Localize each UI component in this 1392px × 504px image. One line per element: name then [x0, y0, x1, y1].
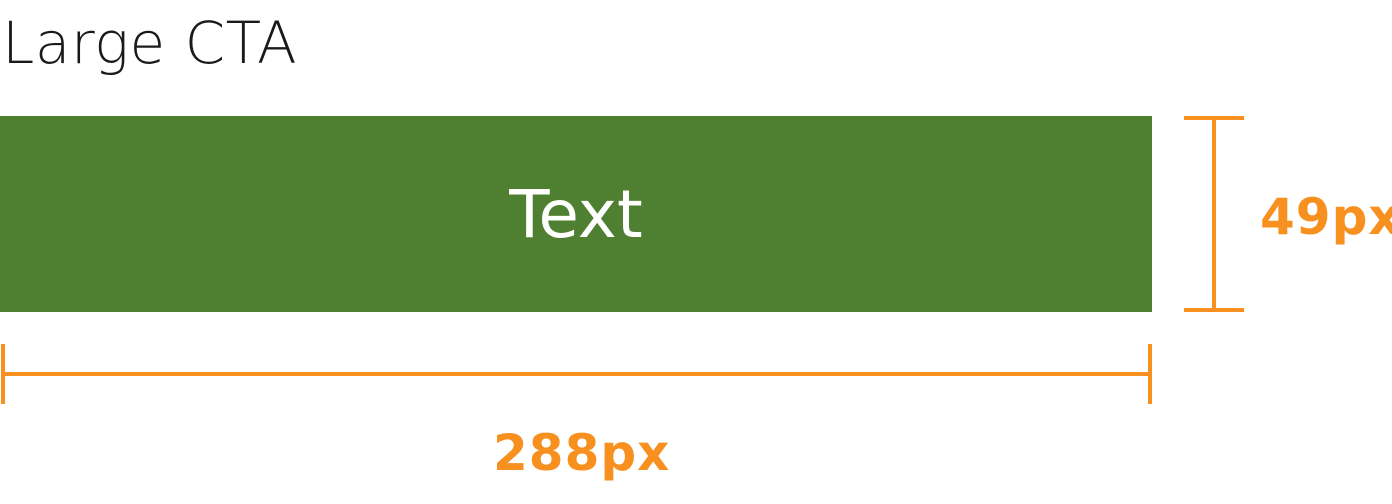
- width-dimension-label: 288px: [493, 424, 671, 482]
- large-cta-button[interactable]: Text: [0, 116, 1152, 312]
- height-dimension-label: 49px: [1260, 188, 1392, 246]
- spec-title: Large CTA: [2, 9, 298, 77]
